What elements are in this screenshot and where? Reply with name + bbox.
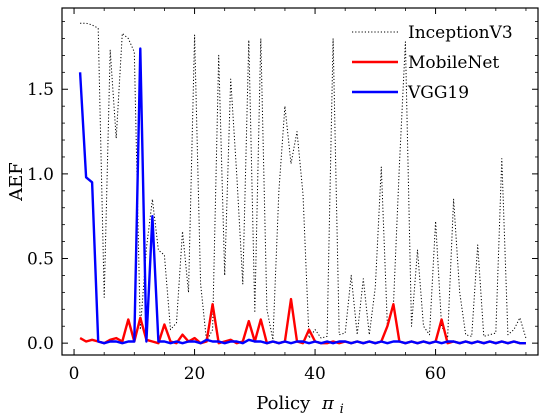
x-axis-label: Policy π i: [256, 393, 343, 417]
x-tick-label: 40: [304, 364, 326, 384]
ticks-layer: 0 20 40 60 0.0 0.5 1.0 1.5: [27, 8, 538, 384]
x-axis-label-text: Policy: [256, 393, 311, 414]
y-tick-label: 1.5: [27, 80, 54, 100]
x-tick-label: 20: [184, 364, 206, 384]
x-tick-label: 60: [425, 364, 447, 384]
y-axis-label: AEF: [6, 162, 27, 202]
x-axis-label-subscript: i: [340, 402, 344, 417]
y-tick-label: 0.5: [27, 250, 54, 270]
plot-frame: [61, 7, 539, 356]
legend-label-vgg19: VGG19: [407, 83, 469, 103]
legend-label-inceptionv3: InceptionV3: [408, 23, 513, 43]
y-tick-label: 1.0: [27, 165, 54, 185]
y-tick-label: 0.0: [27, 334, 54, 354]
legend: InceptionV3 MobileNet VGG19: [352, 23, 513, 103]
legend-label-mobilenet: MobileNet: [408, 53, 499, 73]
series-line-vgg19: [78, 47, 526, 345]
series-layer: [78, 22, 527, 345]
labels-layer: AEF Policy π i: [6, 162, 344, 417]
x-tick-label: 0: [69, 364, 80, 384]
x-axis-label-symbol: π: [321, 393, 335, 414]
